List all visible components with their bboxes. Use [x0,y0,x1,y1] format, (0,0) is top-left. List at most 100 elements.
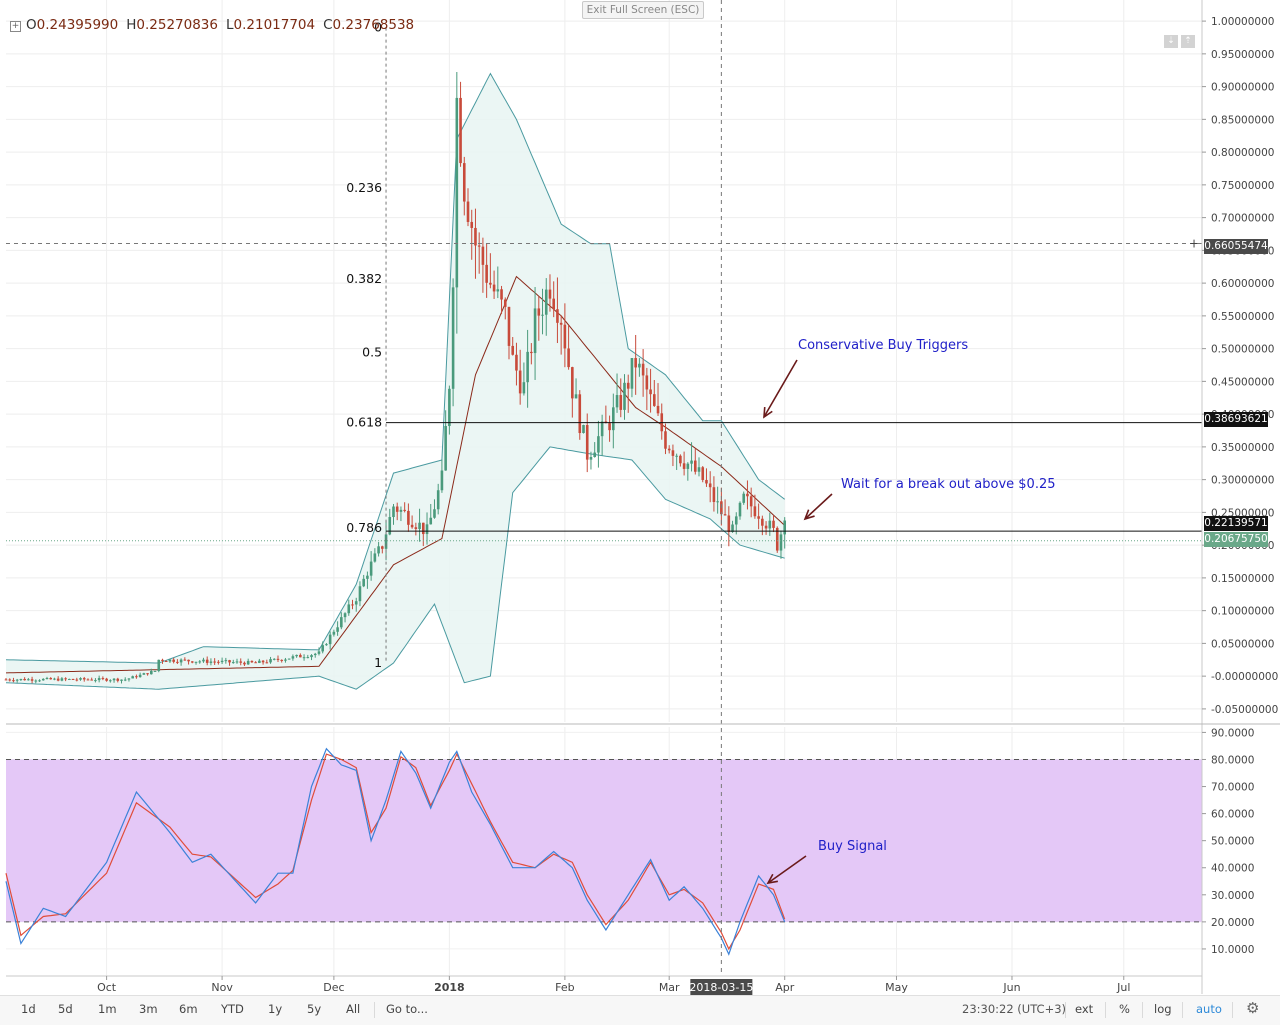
auto-scale-toggle[interactable]: auto [1196,1002,1222,1016]
candles [4,72,787,684]
timeframe-5d[interactable]: 5d [58,1002,73,1016]
fib-level-label: 0.618 [346,415,382,430]
candle-body [492,284,496,292]
timeframe-6m[interactable]: 6m [179,1002,198,1016]
candle-body [250,660,254,663]
candle-body [157,659,161,671]
candle-body [462,163,466,202]
candle-body [105,678,108,681]
stoch-tick-label: 30.0000 [1211,890,1254,902]
candle-body [362,578,365,587]
candle-body [82,678,86,680]
price-tick-label: 0.80000000 [1211,147,1274,159]
candle-body [403,509,406,511]
last-price-tag: 0.20675750 [1204,532,1268,547]
high-label: H [126,17,137,33]
stochastic-pane [5,747,1202,956]
exit-fullscreen-button[interactable]: Exit Full Screen (ESC) [582,1,704,19]
timeframe-1m[interactable]: 1m [98,1002,117,1016]
candle-body [176,661,179,663]
candle-body [548,289,552,299]
candle-body [243,662,246,665]
candle-body [217,661,220,663]
timeframe-1y[interactable]: 1y [268,1002,283,1016]
candle-body [254,662,257,664]
candle-body [608,423,611,431]
candle-body [749,496,753,507]
time-tick-label: Jul [1116,981,1130,994]
stoch-tick-label: 60.0000 [1211,809,1254,821]
arrow-head [766,873,778,885]
candle-body [410,524,414,528]
ext-toggle[interactable]: ext [1075,1002,1094,1016]
arrow-shaft [763,359,798,418]
gear-icon[interactable]: ⚙ [1246,999,1260,1017]
time-tick-label: Feb [555,981,574,994]
time-tick-label: Mar [659,981,680,994]
candle-body [231,662,235,664]
candle-body [79,678,82,680]
candle-body [753,506,757,517]
timeframe-all[interactable]: All [346,1002,361,1016]
candle-body [347,604,351,614]
log-toggle[interactable]: log [1154,1002,1172,1016]
percent-toggle[interactable]: % [1119,1002,1130,1016]
crosshair-price-tag: 0.66055474 [1204,239,1268,254]
candle-body [537,308,541,316]
candle-body [757,516,760,519]
candle-body [328,634,332,645]
candle-body [705,479,708,484]
candle-body [738,502,742,517]
candle-body [194,661,198,663]
candle-body [187,659,190,662]
candle-body [239,661,243,663]
bollinger-mid-line [5,275,786,674]
candle-body [30,679,34,681]
price-tick-label: 0.35000000 [1211,442,1274,454]
candle-body [522,382,526,394]
candle-body [600,421,604,437]
candle-body [97,678,101,681]
goto-date-button[interactable]: Go to... [386,1002,428,1016]
timeframe-3m[interactable]: 3m [139,1002,158,1016]
candle-body [638,363,641,368]
candle-body [418,522,421,529]
candle-body [571,367,574,399]
candle-body [131,676,134,679]
collapse-icon[interactable]: + [10,21,21,32]
candle-body [272,658,276,660]
scroll-up-icon[interactable]: ⇡ [1181,35,1195,48]
candle-body [466,201,470,222]
candle-body [56,678,60,681]
candle-body [12,680,15,682]
time-tick-label: May [885,981,908,994]
candle-body [198,661,202,663]
candle-body [75,679,79,681]
resistance-price-tag: 0.38693621 [1204,412,1268,427]
candle-body [123,679,127,681]
candle-body [593,452,596,458]
timeframe-ytd[interactable]: YTD [221,1002,244,1016]
candle-body [448,388,451,427]
fib-level-label: 0.236 [346,180,382,195]
annotation-buy-signal: Buy Signal [818,839,887,854]
candle-body [697,467,701,472]
timeframe-1d[interactable]: 1d [21,1002,36,1016]
timeframe-5y[interactable]: 5y [307,1002,322,1016]
scroll-down-icon[interactable]: ⇣ [1164,35,1178,48]
candle-body [377,546,380,554]
candle-body [261,660,265,663]
candle-body [407,510,410,525]
bollinger-upper-line [5,72,786,664]
time-tick-label: Apr [775,981,795,994]
candle-body [258,660,261,663]
candle-body [708,483,712,488]
candle-body [127,678,131,680]
candle-body [321,645,324,652]
candle-body [343,613,347,618]
candle-body [27,679,30,681]
candle-body [470,221,474,228]
candle-body [71,678,75,680]
stoch-tick-label: 20.0000 [1211,917,1254,929]
